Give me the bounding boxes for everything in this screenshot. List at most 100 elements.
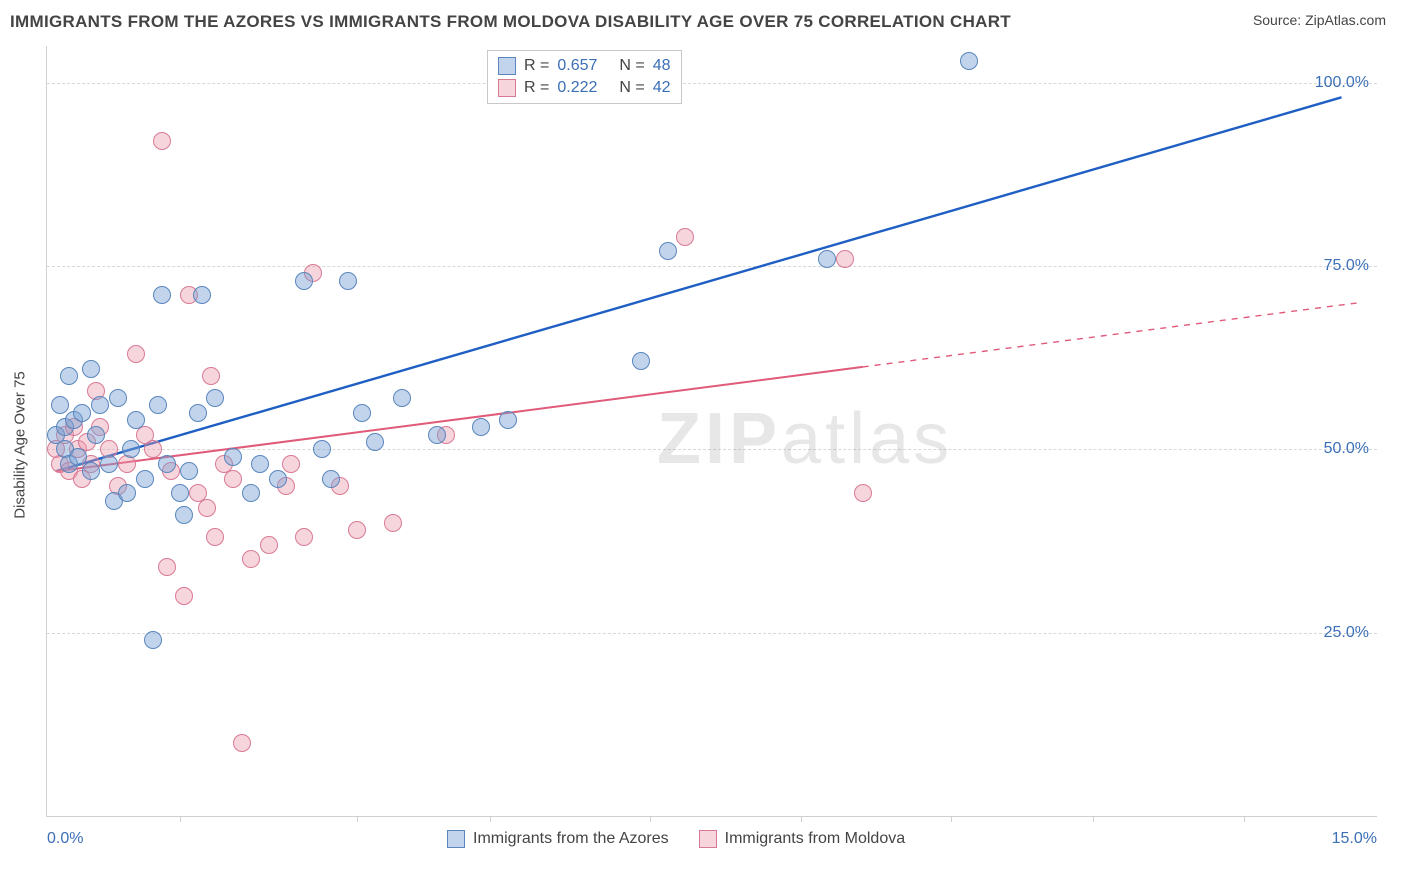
scatter-point-azores <box>960 52 978 70</box>
source-attribution: Source: ZipAtlas.com <box>1253 12 1386 28</box>
gridline <box>47 449 1377 450</box>
source-label: Source: <box>1253 12 1305 28</box>
legend-row-moldova: R = 0.222 N = 42 <box>498 77 671 99</box>
scatter-point-azores <box>659 242 677 260</box>
scatter-point-azores <box>632 352 650 370</box>
scatter-point-azores <box>206 389 224 407</box>
scatter-point-moldova <box>348 521 366 539</box>
scatter-point-azores <box>193 286 211 304</box>
scatter-point-azores <box>51 396 69 414</box>
scatter-point-azores <box>144 631 162 649</box>
scatter-point-azores <box>818 250 836 268</box>
x-tick <box>951 816 952 822</box>
chart-title: IMMIGRANTS FROM THE AZORES VS IMMIGRANTS… <box>10 12 1011 32</box>
scatter-point-moldova <box>260 536 278 554</box>
scatter-point-moldova <box>144 440 162 458</box>
scatter-point-azores <box>91 396 109 414</box>
trend-line-moldova <box>56 367 863 471</box>
legend-r-value-azores: 0.657 <box>557 57 597 75</box>
chart-container: Disability Age Over 75 25.0%50.0%75.0%10… <box>10 40 1396 850</box>
scatter-point-moldova <box>127 345 145 363</box>
scatter-point-moldova <box>202 367 220 385</box>
legend-swatch-moldova <box>498 79 516 97</box>
scatter-point-azores <box>224 448 242 466</box>
legend-swatch-azores <box>498 57 516 75</box>
scatter-point-moldova <box>836 250 854 268</box>
scatter-point-azores <box>269 470 287 488</box>
y-tick-label: 25.0% <box>1324 624 1369 642</box>
x-tick <box>490 816 491 822</box>
scatter-point-moldova <box>158 558 176 576</box>
x-tick <box>357 816 358 822</box>
y-tick-label: 50.0% <box>1324 440 1369 458</box>
series-label-azores: Immigrants from the Azores <box>473 830 669 848</box>
gridline <box>47 633 1377 634</box>
trend-line-moldova-extrapolated <box>863 303 1360 367</box>
scatter-point-moldova <box>854 484 872 502</box>
scatter-point-azores <box>149 396 167 414</box>
scatter-point-azores <box>87 426 105 444</box>
scatter-point-azores <box>171 484 189 502</box>
y-tick-label: 100.0% <box>1315 74 1369 92</box>
scatter-point-azores <box>122 440 140 458</box>
scatter-point-azores <box>118 484 136 502</box>
x-tick <box>650 816 651 822</box>
x-tick <box>1244 816 1245 822</box>
scatter-point-azores <box>353 404 371 422</box>
legend-n-label: N = <box>619 57 644 75</box>
scatter-point-azores <box>82 462 100 480</box>
scatter-point-azores <box>82 360 100 378</box>
correlation-legend: R = 0.657N = 48R = 0.222N = 42 <box>487 50 682 104</box>
trend-lines <box>47 46 1377 816</box>
scatter-point-moldova <box>242 550 260 568</box>
legend-n-label: N = <box>619 79 644 97</box>
scatter-point-azores <box>366 433 384 451</box>
scatter-point-azores <box>472 418 490 436</box>
scatter-point-azores <box>153 286 171 304</box>
scatter-point-azores <box>127 411 145 429</box>
scatter-point-moldova <box>295 528 313 546</box>
scatter-point-moldova <box>282 455 300 473</box>
series-label-moldova: Immigrants from Moldova <box>725 830 906 848</box>
y-axis-label: Disability Age Over 75 <box>12 371 29 519</box>
scatter-point-moldova <box>676 228 694 246</box>
scatter-point-moldova <box>153 132 171 150</box>
legend-swatch-moldova <box>699 830 717 848</box>
scatter-point-moldova <box>175 587 193 605</box>
scatter-point-moldova <box>206 528 224 546</box>
x-tick <box>1093 816 1094 822</box>
scatter-point-azores <box>180 462 198 480</box>
legend-r-value-moldova: 0.222 <box>557 79 597 97</box>
legend-r-label: R = <box>524 79 549 97</box>
legend-r-label: R = <box>524 57 549 75</box>
scatter-point-moldova <box>198 499 216 517</box>
x-axis-min-label: 0.0% <box>47 830 83 848</box>
scatter-point-azores <box>136 470 154 488</box>
scatter-point-azores <box>158 455 176 473</box>
x-tick <box>180 816 181 822</box>
source-value: ZipAtlas.com <box>1305 12 1386 28</box>
legend-swatch-azores <box>447 830 465 848</box>
scatter-point-azores <box>69 448 87 466</box>
x-axis-max-label: 15.0% <box>1332 830 1377 848</box>
series-legend: Immigrants from the Azores Immigrants fro… <box>447 830 905 848</box>
scatter-point-moldova <box>384 514 402 532</box>
watermark: ZIPatlas <box>657 398 953 480</box>
scatter-point-azores <box>393 389 411 407</box>
scatter-point-azores <box>73 404 91 422</box>
scatter-point-moldova <box>224 470 242 488</box>
scatter-point-azores <box>251 455 269 473</box>
scatter-point-azores <box>109 389 127 407</box>
scatter-point-azores <box>100 455 118 473</box>
scatter-point-azores <box>60 367 78 385</box>
scatter-point-azores <box>189 404 207 422</box>
scatter-point-azores <box>428 426 446 444</box>
series-legend-item-moldova: Immigrants from Moldova <box>699 830 906 848</box>
scatter-point-azores <box>242 484 260 502</box>
scatter-point-azores <box>339 272 357 290</box>
scatter-point-azores <box>313 440 331 458</box>
gridline <box>47 83 1377 84</box>
scatter-point-azores <box>175 506 193 524</box>
trend-line-azores <box>56 97 1342 471</box>
legend-n-value-moldova: 42 <box>653 79 671 97</box>
